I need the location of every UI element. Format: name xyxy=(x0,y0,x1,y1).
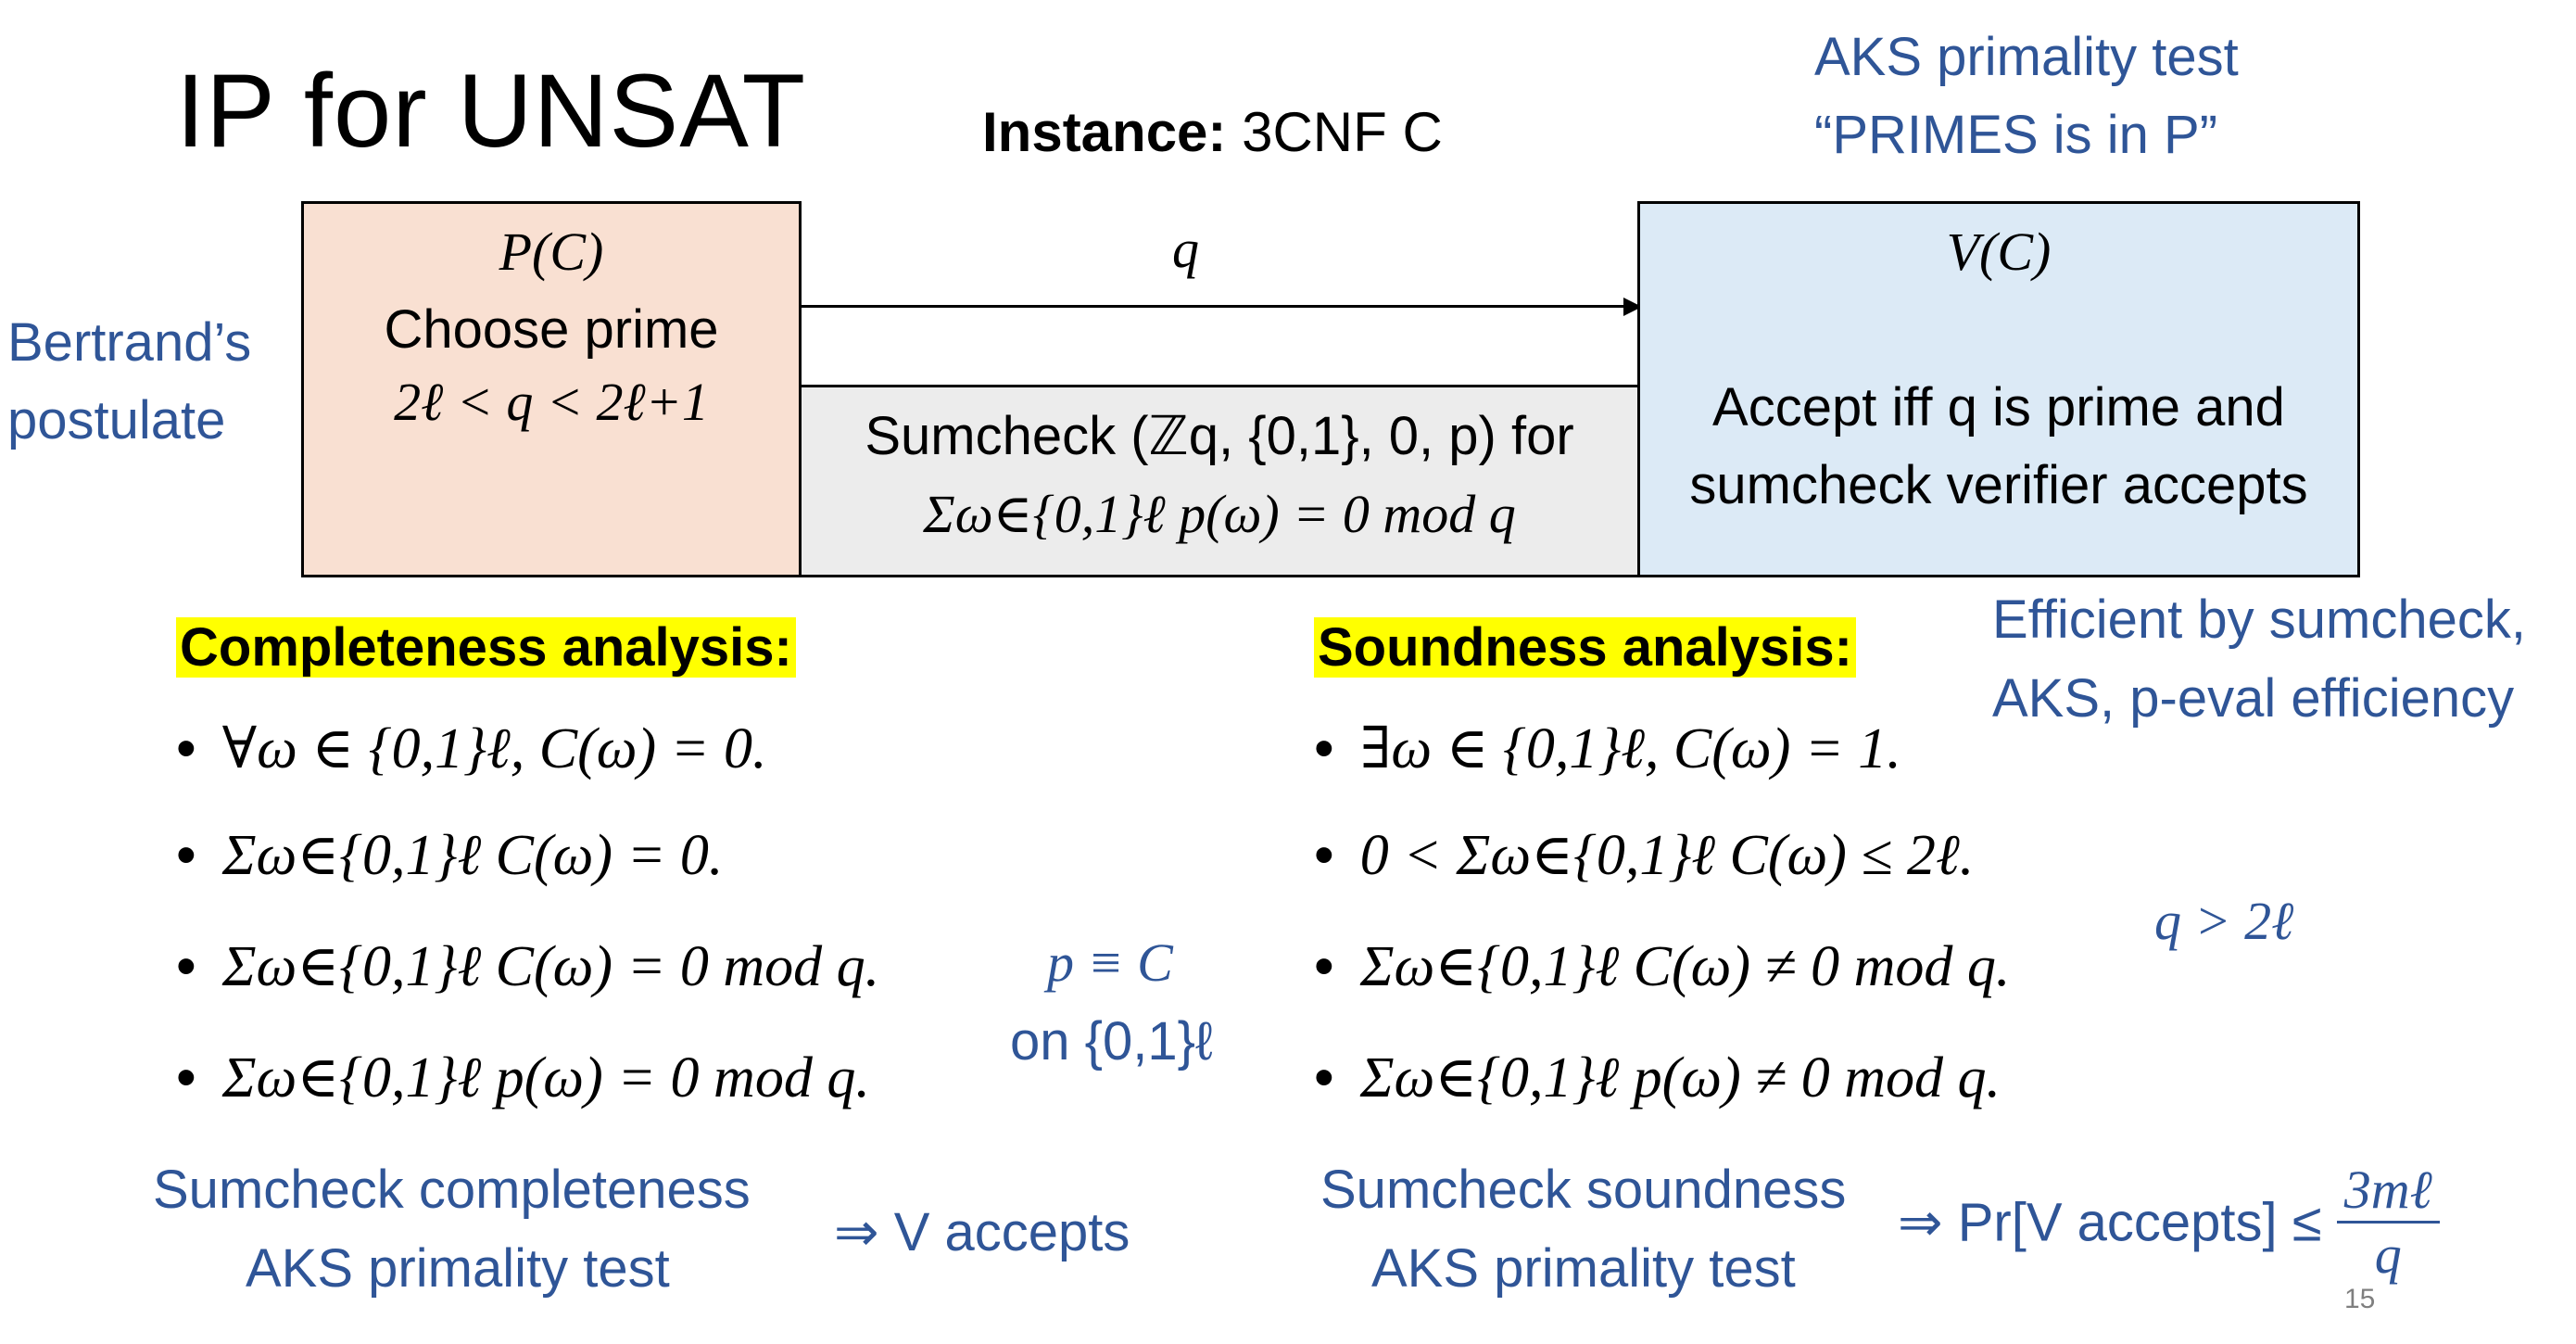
completeness-item: • Σω∈{0,1}ℓ C(ω) = 0. xyxy=(176,823,724,887)
instance-label: Instance: 3CNF C xyxy=(982,100,1443,164)
instance-text: 3CNF C xyxy=(1242,101,1443,163)
prover-name: P(C) xyxy=(499,222,604,282)
soundness-footer-line2: AKS primality test xyxy=(1371,1238,1796,1299)
sumcheck-line1: Sumcheck (ℤq, {0,1}, 0, p) for xyxy=(865,406,1574,466)
completeness-heading-wrap: Completeness analysis: xyxy=(176,616,796,678)
slide-title: IP for UNSAT xyxy=(176,53,807,169)
equiv-note-line1: p ≡ C xyxy=(1047,932,1173,993)
completeness-item: • ∀ω ∈ {0,1}ℓ, C(ω) = 0. xyxy=(176,716,767,780)
instance-heading: Instance: xyxy=(982,101,1227,163)
aks-note-line2: “PRIMES is in P” xyxy=(1814,105,2218,165)
equiv-note-line2: on {0,1}ℓ xyxy=(1010,1011,1213,1071)
completeness-result: ⇒ V accepts xyxy=(834,1202,1130,1262)
fraction-denominator: q xyxy=(2374,1224,2402,1285)
completeness-footer-line2: AKS primality test xyxy=(246,1238,670,1299)
prover-line2: 2ℓ < q < 2ℓ+1 xyxy=(394,372,709,432)
completeness-heading: Completeness analysis: xyxy=(176,617,796,678)
verifier-line2: sumcheck verifier accepts xyxy=(1689,455,2308,515)
message-q: q xyxy=(1172,219,1199,279)
soundness-result-prefix: ⇒ Pr[V accepts] ≤ xyxy=(1898,1192,2322,1253)
efficiency-line1: Efficient by sumcheck, xyxy=(1992,590,2526,650)
message-arrow xyxy=(802,305,1626,308)
soundness-heading: Soundness analysis: xyxy=(1314,617,1856,678)
q-note: q > 2ℓ xyxy=(2154,891,2294,951)
soundness-item: • Σω∈{0,1}ℓ C(ω) ≠ 0 mod q. xyxy=(1314,934,2011,998)
efficiency-line2: AKS, p-eval efficiency xyxy=(1992,668,2515,729)
probability-fraction: 3mℓ q xyxy=(2336,1159,2440,1286)
sumcheck-box: Sumcheck (ℤq, {0,1}, 0, p) for Σω∈{0,1}ℓ… xyxy=(799,385,1640,577)
prover-box: P(C) Choose prime 2ℓ < q < 2ℓ+1 xyxy=(301,201,802,577)
soundness-heading-wrap: Soundness analysis: xyxy=(1314,616,1856,678)
prover-line1: Choose prime xyxy=(384,299,719,360)
sumcheck-line2: Σω∈{0,1}ℓ p(ω) = 0 mod q xyxy=(923,484,1516,544)
bertrand-line1: Bertrand’s xyxy=(7,312,252,373)
fraction-numerator: 3mℓ xyxy=(2336,1159,2440,1224)
soundness-item: • 0 < Σω∈{0,1}ℓ C(ω) ≤ 2ℓ. xyxy=(1314,823,1975,887)
completeness-item: • Σω∈{0,1}ℓ C(ω) = 0 mod q. xyxy=(176,934,880,998)
page-number: 15 xyxy=(2344,1284,2376,1314)
verifier-line1: Accept iff q is prime and xyxy=(1712,377,2285,437)
soundness-result: ⇒ Pr[V accepts] ≤ 3mℓ q xyxy=(1898,1159,2440,1286)
completeness-item: • Σω∈{0,1}ℓ p(ω) = 0 mod q. xyxy=(176,1046,870,1109)
soundness-footer-line1: Sumcheck soundness xyxy=(1320,1160,1847,1220)
aks-note-line1: AKS primality test xyxy=(1814,27,2239,87)
soundness-item: • Σω∈{0,1}ℓ p(ω) ≠ 0 mod q. xyxy=(1314,1046,2001,1109)
bertrand-line2: postulate xyxy=(7,390,226,450)
verifier-box: V(C) Accept iff q is prime and sumcheck … xyxy=(1637,201,2360,577)
completeness-footer-line1: Sumcheck completeness xyxy=(153,1160,751,1220)
soundness-item: • ∃ω ∈ {0,1}ℓ, C(ω) = 1. xyxy=(1314,716,1901,780)
verifier-name: V(C) xyxy=(1946,222,2052,282)
